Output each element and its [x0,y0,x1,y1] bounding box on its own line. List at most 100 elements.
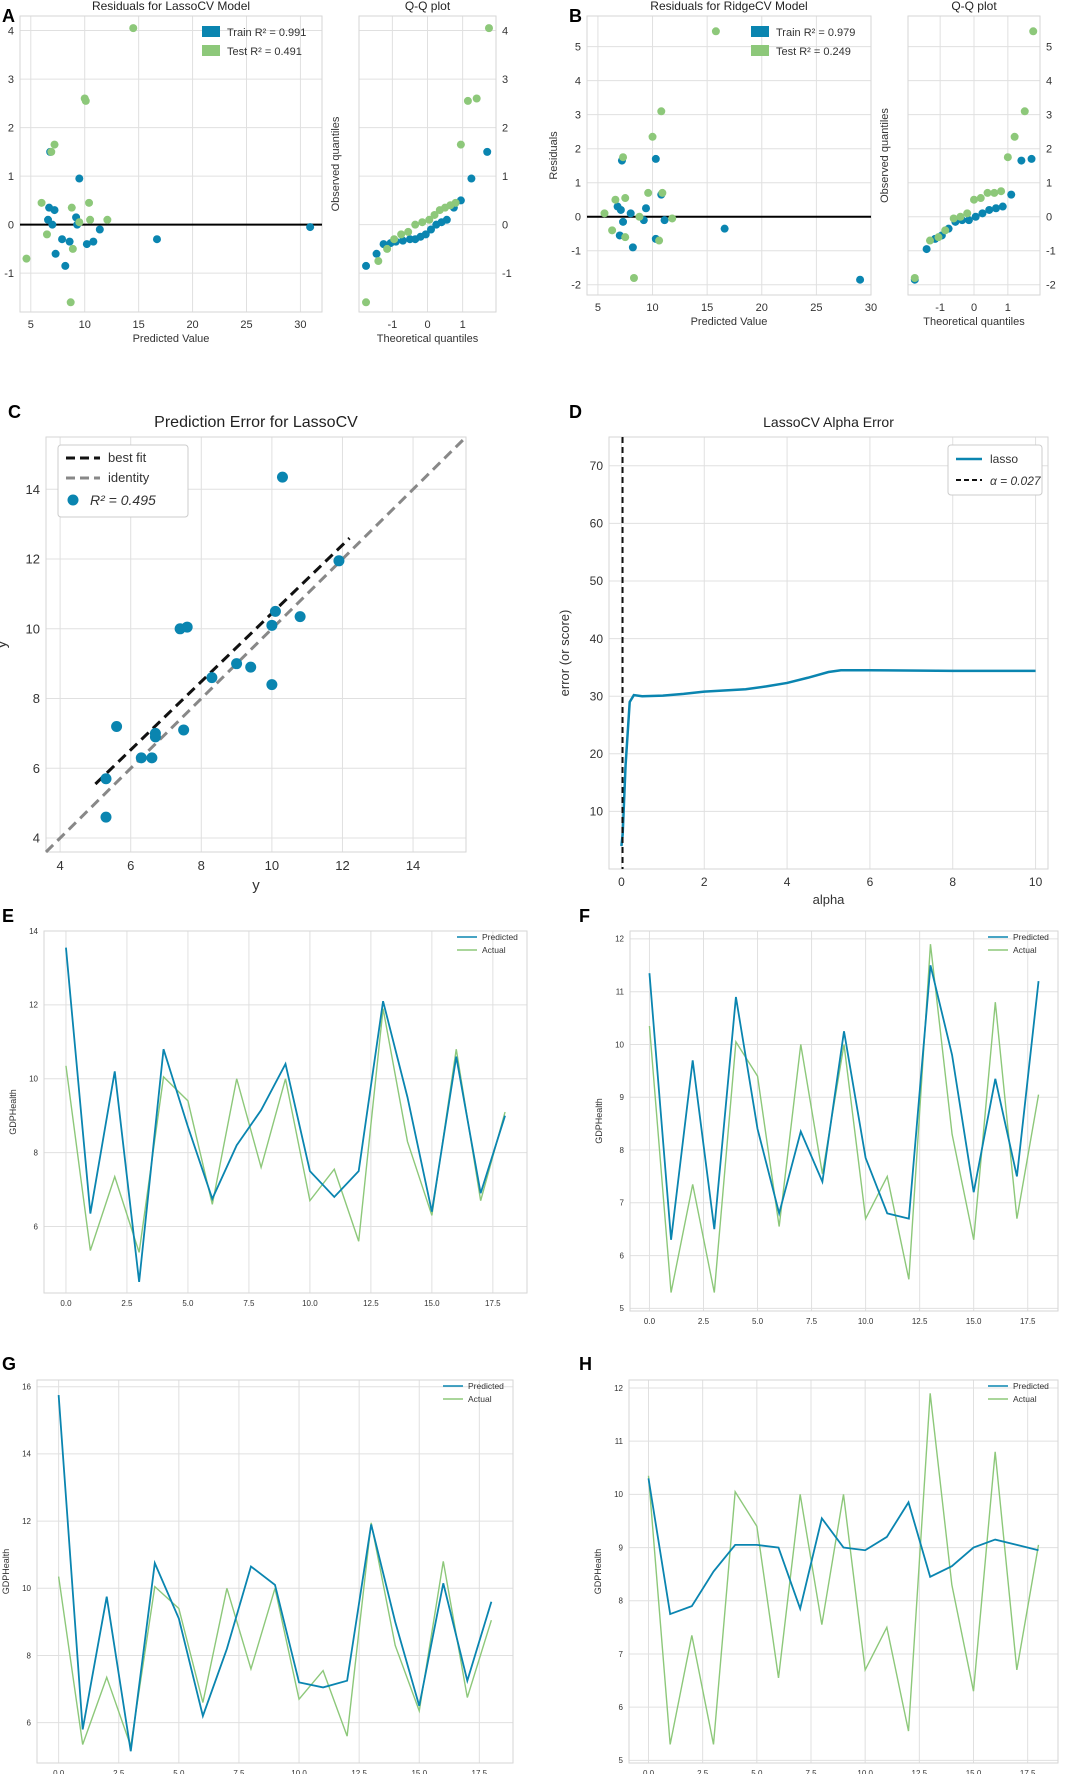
test-point [472,94,481,103]
actual-line [57,1522,493,1747]
test-point [997,187,1006,196]
lasso-error-line [620,669,1036,847]
legend-label: Predicted [482,932,518,942]
y-tick-label: 4 [575,75,581,87]
y-tick-label: 5 [620,1304,625,1313]
y-tick-label: 1 [1046,178,1052,190]
y-tick-label: 30 [590,689,604,703]
y-axis-label: GDPHealth [593,1549,603,1595]
test-point [22,254,31,263]
test-point [42,230,51,239]
test-point [963,209,972,218]
test-point [1029,27,1038,36]
train-point [48,220,57,229]
x-tick-label: 15.0 [966,1317,982,1326]
chart-title: Residuals for RidgeCV Model [650,0,807,13]
chart-title: Prediction Error for LassoCV [154,414,358,431]
x-tick-label: 10.0 [858,1317,874,1326]
train-point [985,205,994,214]
data-point [181,621,193,633]
y-tick-label: -1 [571,246,581,258]
y-tick-label: 7 [619,1650,624,1659]
data-point [100,811,112,823]
x-tick-label: 2.5 [113,1769,125,1774]
x-tick-label: 20 [186,319,198,331]
test-point [1003,153,1012,162]
test-point [1020,107,1029,116]
y-tick-label: 40 [590,632,604,646]
data-point [149,727,161,739]
test-point [711,27,720,36]
x-tick-label: 25 [240,319,252,331]
y-tick-label: 4 [1046,75,1052,87]
plot-frame [629,930,1059,1312]
test-point [668,214,677,223]
y-tick-label: 14 [29,927,38,936]
y-tick-label: -2 [1046,280,1056,292]
test-point [383,244,392,253]
legend-label: identity [108,470,150,485]
x-tick-label: 2.5 [698,1317,710,1326]
y-tick-label: 4 [33,831,40,846]
legend-label: Test R² = 0.249 [776,46,851,58]
test-point [362,298,371,307]
train-point [992,204,1000,213]
y-tick-label: 14 [22,1450,31,1459]
panel-letter: F [579,906,590,926]
x-tick-label: 30 [294,319,306,331]
test-point [926,236,934,245]
data-point [111,720,123,732]
test-point [67,203,76,212]
y-tick-label: 3 [502,74,508,86]
legend-label: Predicted [468,1381,504,1391]
train-point [1017,156,1026,165]
train-point [651,154,660,163]
plot-frame [628,1379,1059,1764]
test-point [103,215,112,224]
test-point [66,298,75,307]
x-axis-label: y [252,877,260,894]
x-tick-label: -1 [935,302,945,314]
test-point [411,220,420,229]
best-fit-line [94,537,351,786]
test-point [990,188,999,197]
y-tick-label: -2 [571,280,581,292]
train-point [58,235,67,244]
x-tick-label: 0 [424,319,430,331]
test-point [47,147,56,156]
y-tick-label: 6 [27,1718,32,1727]
test-point [418,218,427,227]
x-tick-label: 17.5 [1020,1317,1036,1326]
x-tick-label: 10 [1029,875,1043,889]
panel-letter: G [2,1354,16,1374]
test-point [463,96,472,105]
data-point [245,661,257,673]
y-tick-label: -1 [4,268,14,280]
y-tick-label: 0 [8,220,14,232]
x-tick-label: 8 [198,858,205,873]
plot-frame [586,15,872,296]
x-tick-label: 0.0 [53,1769,65,1774]
predicted-line [647,1478,1039,1616]
test-point [425,215,434,224]
y-axis-label: GDPHealth [1,1549,11,1595]
x-tick-label: 4 [784,875,791,889]
test-point [50,140,59,149]
x-tick-label: 12 [335,858,349,873]
test-point [956,212,965,221]
chart-title: Residuals for LassoCV Model [92,0,250,13]
x-tick-label: 2 [701,875,708,889]
x-axis-label: Theoretical quantiles [923,316,1025,328]
y-axis-label: GDPHealth [8,1089,18,1135]
x-axis-label: Predicted Value [691,316,768,328]
y-tick-label: 6 [619,1703,624,1712]
data-point [276,471,288,483]
panel-letter: E [2,906,14,926]
y-axis-label: error (or score) [557,610,572,697]
y-tick-label: 2 [1046,144,1052,156]
y-tick-label: 20 [590,747,604,761]
x-tick-label: 5.0 [173,1769,185,1774]
test-point [397,230,406,239]
test-point [75,218,84,227]
y-tick-label: 9 [619,1543,624,1552]
